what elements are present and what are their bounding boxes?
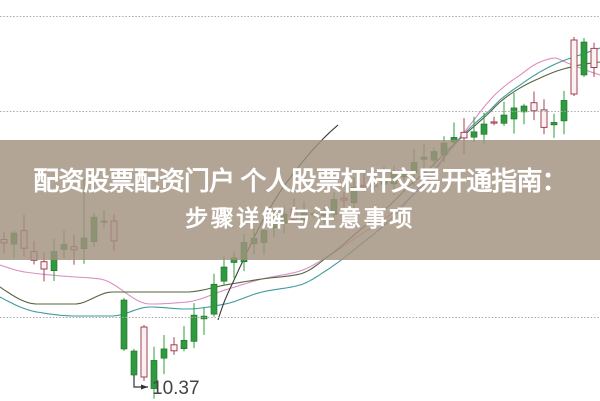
svg-text:10.37: 10.37 <box>152 378 200 399</box>
svg-text:配资股票配资门户 个人股票杠杆交易开通指南：: 配资股票配资门户 个人股票杠杆交易开通指南： <box>33 166 566 196</box>
svg-text:步骤详解与注意事项: 步骤详解与注意事项 <box>185 205 415 231</box>
